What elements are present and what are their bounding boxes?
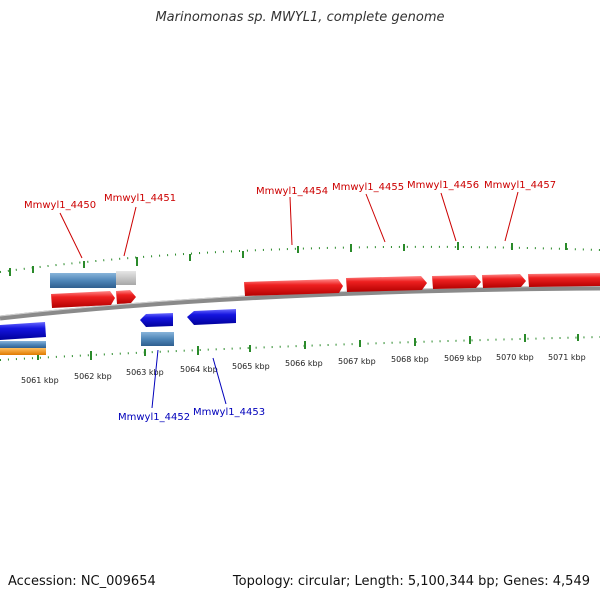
reverse-gene-labels: Mmwyl1_4452 Mmwyl1_4453	[118, 349, 265, 423]
scale-labels: 5061 kbp 5062 kbp 5063 kbp 5064 kbp 5065…	[21, 353, 586, 385]
gene-arrow-right-edge[interactable]	[528, 273, 600, 287]
tick-label: 5066 kbp	[285, 359, 323, 368]
gene-arrow-Mmwyl1_4454[interactable]	[244, 279, 343, 296]
genome-backbone	[0, 285, 600, 321]
rna-feature	[50, 273, 116, 288]
accession-label: Accession: NC_009654	[8, 574, 156, 589]
gc-peaks-reverse	[37, 334, 579, 360]
leader-line	[365, 193, 386, 243]
gene-arrow-Mmwyl1_4455[interactable]	[346, 276, 427, 292]
gene-label-Mmwyl1_4454[interactable]: Mmwyl1_4454	[256, 186, 328, 197]
tick-label: 5065 kbp	[232, 362, 270, 371]
page-title: Marinomonas sp. MWYL1, complete genome	[155, 10, 445, 25]
gene-label-Mmwyl1_4453[interactable]: Mmwyl1_4453	[193, 407, 265, 418]
tick-label: 5071 kbp	[548, 353, 586, 362]
tick-label: 5067 kbp	[338, 357, 376, 366]
leader-line	[212, 357, 227, 405]
leader-line	[123, 206, 137, 257]
rna-feature-reverse	[141, 332, 174, 346]
leader-line	[59, 212, 83, 259]
gc-peaks-forward	[9, 242, 567, 276]
genome-stats: Topology: circular; Length: 5,100,344 bp…	[232, 574, 590, 589]
other-feature-left	[0, 348, 46, 355]
gene-arrow-Mmwyl1_4453[interactable]	[187, 309, 236, 325]
tick-label: 5064 kbp	[180, 365, 218, 374]
tick-label: 5069 kbp	[444, 354, 482, 363]
gene-label-Mmwyl1_4451[interactable]: Mmwyl1_4451	[104, 193, 176, 204]
tick-label: 5070 kbp	[496, 353, 534, 362]
gene-arrow-left-edge[interactable]	[0, 322, 46, 340]
gc-track-reverse	[0, 336, 600, 361]
gene-arrow-Mmwyl1_4451[interactable]	[116, 290, 136, 304]
leader-line	[289, 196, 293, 246]
gene-arrow-Mmwyl1_4457[interactable]	[482, 274, 526, 288]
gene-label-Mmwyl1_4452[interactable]: Mmwyl1_4452	[118, 412, 190, 423]
gene-label-Mmwyl1_4456[interactable]: Mmwyl1_4456	[407, 180, 479, 191]
tick-label: 5068 kbp	[391, 355, 429, 364]
forward-gene-labels: Mmwyl1_4450 Mmwyl1_4451 Mmwyl1_4454 Mmwy…	[24, 180, 556, 259]
gc-track-forward	[0, 245, 600, 273]
tick-label: 5062 kbp	[74, 372, 112, 381]
leader-line	[151, 349, 159, 409]
tick-label: 5063 kbp	[126, 368, 164, 377]
misc-feature	[116, 271, 136, 285]
tick-label: 5061 kbp	[21, 376, 59, 385]
gene-arrow-Mmwyl1_4456[interactable]	[432, 275, 481, 289]
gene-arrow-Mmwyl1_4450[interactable]	[51, 291, 115, 308]
leader-line	[440, 192, 457, 242]
gene-label-Mmwyl1_4450[interactable]: Mmwyl1_4450	[24, 200, 96, 211]
leader-line	[504, 191, 519, 242]
gene-label-Mmwyl1_4457[interactable]: Mmwyl1_4457	[484, 180, 556, 191]
gene-label-Mmwyl1_4455[interactable]: Mmwyl1_4455	[332, 182, 404, 193]
rna-feature-left	[0, 341, 46, 348]
gene-arrow-Mmwyl1_4452[interactable]	[140, 313, 173, 327]
